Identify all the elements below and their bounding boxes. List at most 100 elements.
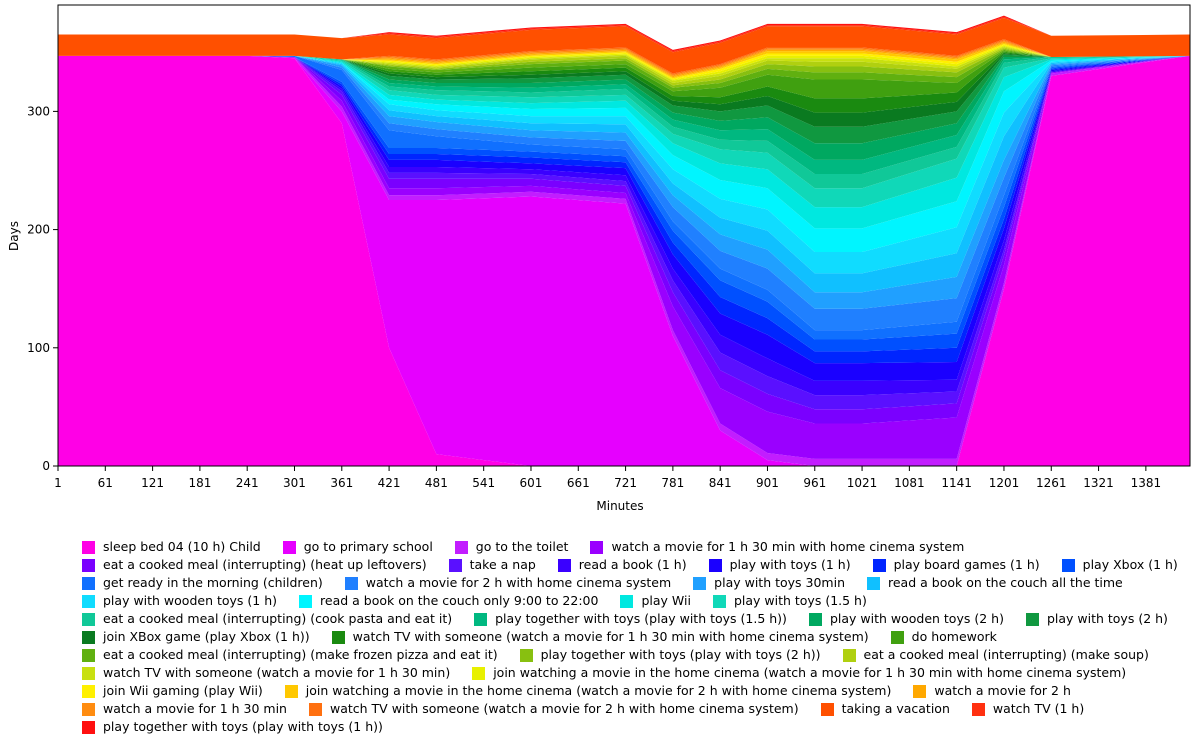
legend-item: read a book on the couch all the time (867, 574, 1123, 592)
legend-item: watch a movie for 2 h (913, 682, 1071, 700)
legend-swatch (708, 558, 722, 572)
legend-label: join XBox game (play Xbox (1 h)) (103, 629, 310, 644)
x-tick-label: 61 (98, 476, 113, 490)
legend-swatch (282, 540, 296, 554)
x-tick-label: 661 (567, 476, 590, 490)
x-tick-label: 961 (803, 476, 826, 490)
x-tick-label: 541 (472, 476, 495, 490)
legend-item: go to primary school (282, 538, 433, 556)
legend-item: play together with toys (play with toys … (82, 718, 383, 736)
legend-label: join watching a movie in the home cinema… (493, 665, 1127, 680)
y-tick-label: 100 (27, 341, 50, 355)
legend-item: play with wooden toys (1 h) (82, 592, 277, 610)
legend-swatch (82, 594, 95, 608)
legend-label: watch TV with someone (watch a movie for… (103, 665, 451, 680)
legend-swatch (620, 594, 634, 608)
x-axis-label: Minutes (596, 499, 643, 513)
legend-label: play Wii (641, 593, 691, 608)
legend-swatch (299, 594, 313, 608)
x-tick-label: 1381 (1131, 476, 1162, 490)
legend-swatch (1061, 558, 1075, 572)
legend-label: do homework (911, 629, 997, 644)
legend-label: play Xbox (1 h) (1082, 557, 1178, 572)
legend-item: taking a vacation (820, 700, 950, 718)
legend-swatch (82, 612, 95, 626)
legend-swatch (82, 558, 95, 572)
legend-swatch (712, 594, 726, 608)
legend-label: sleep bed 04 (10 h) Child (103, 539, 261, 554)
legend-label: play with toys (1.5 h) (733, 593, 867, 608)
legend-item: get ready in the morning (children) (82, 574, 323, 592)
legend-label: get ready in the morning (children) (103, 575, 323, 590)
legend-swatch (474, 612, 488, 626)
x-tick-label: 781 (661, 476, 684, 490)
legend-item: play with toys 30min (693, 574, 845, 592)
x-tick-label: 1321 (1083, 476, 1114, 490)
legend-label: read a book (1 h) (578, 557, 687, 572)
area (58, 52, 1190, 113)
legend-label: play with toys (1 h) (729, 557, 851, 572)
legend-swatch (842, 648, 856, 662)
legend-label: play with wooden toys (1 h) (103, 593, 278, 608)
legend-swatch (808, 612, 822, 626)
legend-swatch (820, 702, 834, 716)
legend-item: read a book (1 h) (557, 556, 687, 574)
x-tick-label: 301 (283, 476, 306, 490)
area (58, 49, 1190, 92)
x-tick-label: 721 (614, 476, 637, 490)
x-tick-label: 1 (54, 476, 62, 490)
legend-item: watch TV with someone (watch a movie for… (82, 664, 450, 682)
legend-swatch (590, 540, 604, 554)
legend-label: play with toys (2 h) (1046, 611, 1168, 626)
legend-swatch (344, 576, 358, 590)
legend-label: go to the toilet (475, 539, 569, 554)
legend-item: watch TV with someone (watch a movie for… (331, 628, 869, 646)
legend-swatch (82, 666, 95, 680)
legend-item: watch a movie for 1 h 30 min with home c… (590, 538, 964, 556)
legend-item: read a book on the couch only 9:00 to 22… (299, 592, 598, 610)
x-tick-label: 121 (141, 476, 164, 490)
x-tick-label: 361 (330, 476, 353, 490)
legend-item: watch TV with someone (watch a movie for… (308, 700, 799, 718)
legend-item: play with toys (1.5 h) (712, 592, 867, 610)
legend-label: watch TV (1 h) (992, 701, 1085, 716)
legend-swatch (557, 558, 571, 572)
legend-label: take a nap (469, 557, 536, 572)
legend-swatch (971, 702, 985, 716)
legend-item: go to the toilet (454, 538, 569, 556)
legend-swatch (82, 540, 95, 554)
legend-item: play with toys (2 h) (1025, 610, 1168, 628)
legend-label: play with wooden toys (2 h) (829, 611, 1004, 626)
legend-label: read a book on the couch only 9:00 to 22… (320, 593, 599, 608)
legend-item: play Xbox (1 h) (1061, 556, 1178, 574)
x-tick-label: 241 (236, 476, 259, 490)
area (58, 45, 1190, 81)
legend-label: play together with toys (play with toys … (495, 611, 787, 626)
legend-label: go to primary school (303, 539, 433, 554)
plot-frame (57, 4, 1191, 467)
x-tick-label: 1141 (941, 476, 972, 490)
legend-item: do homework (890, 628, 997, 646)
legend-swatch (82, 576, 95, 590)
area (58, 55, 1190, 466)
y-axis-label: Days (7, 221, 21, 251)
legend-label: taking a vacation (841, 701, 950, 716)
legend-item: play together with toys (play with toys … (519, 646, 821, 664)
legend-item: sleep bed 04 (10 h) Child (82, 538, 261, 556)
legend-label: play board games (1 h) (893, 557, 1040, 572)
x-tick-label: 181 (188, 476, 211, 490)
legend-swatch (693, 576, 707, 590)
legend: sleep bed 04 (10 h) Child go to primary s… (82, 538, 1182, 736)
y-tick-label: 200 (27, 223, 50, 237)
legend-item: eat a cooked meal (interrupting) (make s… (842, 646, 1149, 664)
legend-swatch (448, 558, 462, 572)
legend-item: join watching a movie in the home cinema… (472, 664, 1126, 682)
legend-item: eat a cooked meal (interrupting) (make f… (82, 646, 498, 664)
area (58, 18, 1190, 74)
legend-swatch (331, 630, 345, 644)
legend-label: eat a cooked meal (interrupting) (make s… (863, 647, 1149, 662)
legend-label: play together with toys (play with toys … (103, 719, 383, 734)
y-tick-label: 0 (42, 459, 50, 473)
legend-swatch (872, 558, 886, 572)
